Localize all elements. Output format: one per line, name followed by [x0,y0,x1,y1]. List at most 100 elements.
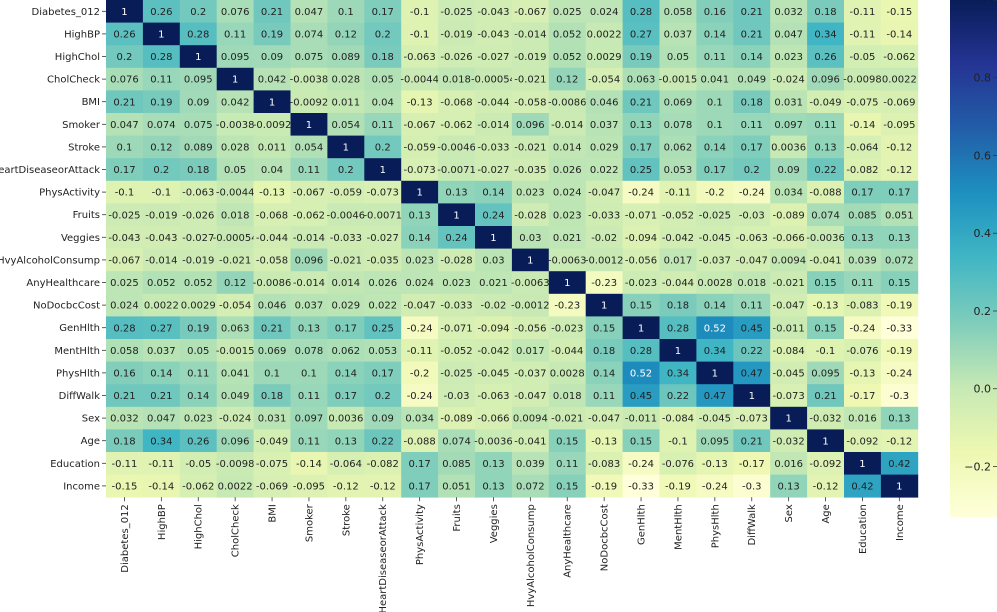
cell-value-label: -0.0071 [437,165,476,176]
heatmap-cell [142,158,181,182]
heatmap-cell [511,226,550,249]
heatmap-cell [622,271,660,295]
cell-value-label: -0.1 [816,346,836,357]
x-tick-label: Veggies [489,504,500,543]
cell-value-label: 0.25 [372,323,394,334]
cell-value-label: -0.11 [850,30,876,41]
heatmap-cell [142,474,181,498]
cell-value-label: 0.0029 [181,301,216,312]
x-tick-label: Income [895,504,906,541]
cell-value-label: -0.066 [477,414,509,425]
x-tick-label: NoDocbcCost [600,504,611,571]
heatmap-cell [142,135,181,159]
heatmap-cell [179,22,218,46]
heatmap-cell [622,22,660,46]
heatmap-cell [475,90,513,114]
heatmap-cell [253,384,291,408]
heatmap-cell [438,293,476,317]
heatmap-cell [438,406,476,430]
heatmap-cell [401,316,439,340]
heatmap-cell [216,0,254,23]
cell-value-label: -0.011 [773,323,805,334]
cell-value-label: 0.34 [667,369,689,380]
cell-value-label: -0.24 [850,323,876,334]
cell-value-label: 0.037 [295,301,324,312]
cell-value-label: 0.046 [590,97,619,108]
heatmap-cell [253,429,291,453]
cell-value-label: -0.068 [256,210,288,221]
heatmap-cell [179,474,218,498]
heatmap-cell [844,293,882,317]
heatmap-cell [807,429,845,453]
cell-value-label: 0.14 [150,369,172,380]
y-tick-label: HvyAlcoholConsump [0,255,100,266]
cell-value-label: 0.13 [409,210,431,221]
heatmap-cell [106,45,144,69]
heatmap-cell [216,45,254,69]
heatmap-cell [216,406,254,430]
heatmap-cell [880,474,919,498]
cell-value-label: -0.033 [588,210,620,221]
cell-value-label: 0.097 [774,120,803,131]
cell-value-label: -0.19 [665,482,691,493]
heatmap-cell [475,0,513,23]
heatmap-cell [216,339,254,362]
cell-value-label: -0.33 [886,323,912,334]
cell-value-label: 0.03 [519,233,541,244]
heatmap-cell [106,406,144,430]
cell-value-label: -0.13 [259,188,285,199]
heatmap-cell [142,406,181,430]
cell-value-label: 1 [638,323,644,334]
cell-value-label: 1 [158,30,164,41]
cell-value-label: 0.21 [261,323,283,334]
cell-value-label: 0.15 [593,323,615,334]
cell-value-label: 0.13 [814,143,836,154]
cell-value-label: -0.027 [367,233,399,244]
cell-value-label: -0.045 [699,414,731,425]
cell-value-label: 0.046 [258,301,287,312]
heatmap-cell [548,90,587,114]
cell-value-label: -0.02 [591,233,617,244]
heatmap-cell [327,271,365,295]
heatmap-cell [511,180,550,204]
cell-value-label: 0.13 [482,482,504,493]
heatmap-cell [880,452,919,475]
cell-value-label: 0.11 [741,120,763,131]
heatmap-cell [585,271,623,295]
heatmap-cell [106,67,144,91]
cell-value-label: -0.021 [219,256,251,267]
cell-value-label: 0.051 [885,210,914,221]
cell-value-label: 0.2 [375,391,391,402]
cell-value-label: 0.076 [221,7,250,18]
cell-value-label: 0.042 [221,97,250,108]
cell-value-label: 0.0028 [697,278,732,289]
heatmap-cell [585,316,623,340]
heatmap-cell [142,203,181,227]
heatmap-cell [807,384,845,408]
cell-value-label: 0.062 [332,346,361,357]
cell-value-label: 0.014 [332,278,361,289]
heatmap-cell [770,158,808,182]
heatmap-cell [548,180,587,204]
cell-value-label: -0.24 [739,188,765,199]
cell-value-label: 0.13 [298,323,320,334]
column-labels: Diabetes_012 HighBP HighChol CholCheck BMI Sm… [120,497,906,612]
cell-value-label: 0.023 [442,278,471,289]
cell-value-label: 0.037 [590,120,619,131]
cell-value-label: -0.24 [628,188,654,199]
heatmap-cell [475,226,513,249]
heatmap-cell [216,384,254,408]
cell-value-label: -0.066 [773,233,805,244]
heatmap-cell [216,271,254,295]
heatmap-cell [401,67,439,91]
heatmap-cell [585,158,623,182]
heatmap-cell [844,203,882,227]
cell-value-label: -0.082 [846,165,878,176]
cell-value-label: 0.0022 [882,75,917,86]
heatmap-cell [179,361,218,385]
heatmap-cell [364,113,402,136]
heatmap-cell [696,293,734,317]
cell-value-label: -0.15 [112,482,138,493]
cell-value-label: 0.028 [221,143,250,154]
cell-value-label: 0.17 [409,459,431,470]
